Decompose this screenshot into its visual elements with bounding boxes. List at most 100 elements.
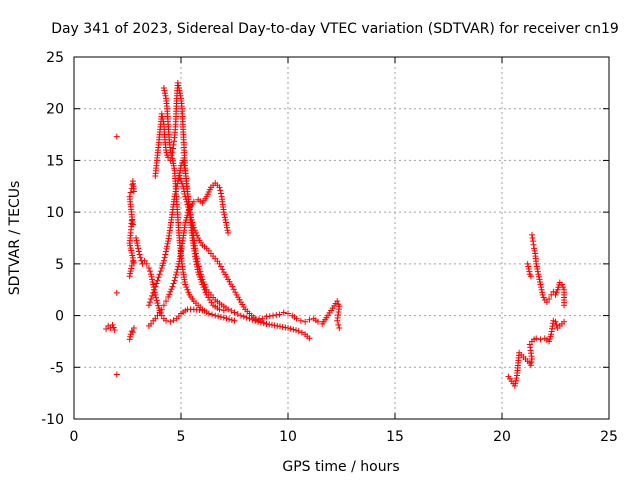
series-arc-d (145, 180, 232, 329)
data-point (167, 318, 174, 325)
data-point (158, 110, 165, 117)
data-point (188, 216, 195, 223)
data-point (193, 253, 200, 260)
data-point (202, 284, 209, 291)
data-point (561, 318, 568, 325)
data-point (149, 278, 156, 285)
data-point (158, 306, 165, 313)
data-point (538, 284, 545, 291)
data-point (162, 92, 169, 99)
data-point (157, 309, 164, 316)
data-point (149, 276, 156, 283)
data-point (263, 320, 270, 327)
data-point (526, 341, 533, 348)
data-point (155, 274, 162, 281)
data-point (228, 316, 235, 323)
y-tick-label: 10 (46, 205, 64, 221)
y-tick-label: -5 (50, 360, 64, 376)
data-point (537, 281, 544, 288)
data-point (197, 271, 204, 278)
data-point (156, 271, 163, 278)
data-point (107, 324, 114, 331)
data-point (164, 243, 171, 250)
data-point (217, 263, 224, 270)
data-point (127, 189, 134, 196)
x-tick-label: 25 (600, 429, 618, 445)
data-point (534, 266, 541, 273)
data-point (128, 262, 135, 269)
y-tick-label: 25 (46, 50, 64, 66)
data-point (550, 288, 557, 295)
data-point (192, 250, 199, 257)
data-point (217, 187, 224, 194)
data-point (181, 188, 188, 195)
data-point (130, 188, 137, 195)
x-tick-label: 15 (386, 429, 404, 445)
data-point (178, 178, 184, 185)
data-point (231, 317, 238, 324)
data-point (231, 309, 238, 316)
data-point (159, 113, 166, 120)
data-point (295, 328, 302, 335)
data-point (130, 324, 137, 331)
data-point (216, 184, 223, 191)
data-point (285, 310, 291, 317)
x-tick-label: 10 (279, 429, 297, 445)
data-point (223, 315, 230, 322)
data-point (127, 270, 134, 277)
data-point (150, 289, 157, 296)
data-point (216, 260, 223, 267)
data-point (187, 214, 194, 221)
data-point (302, 318, 309, 325)
data-point (234, 311, 241, 318)
data-point (546, 296, 553, 303)
data-point (558, 281, 565, 288)
data-point (129, 181, 136, 188)
data-point (260, 319, 267, 326)
data-point (180, 183, 187, 190)
data-point (225, 306, 232, 313)
series-arc-b (126, 178, 137, 343)
data-point (215, 313, 222, 320)
data-point (145, 264, 152, 271)
data-point (152, 283, 159, 290)
data-point (136, 251, 143, 258)
data-point (170, 280, 177, 287)
data-point (185, 206, 192, 213)
data-point (128, 265, 135, 272)
data-point (217, 313, 224, 320)
data-point (221, 214, 228, 221)
data-point (282, 324, 289, 331)
data-point (553, 289, 560, 296)
data-point (306, 316, 313, 323)
data-point (173, 271, 180, 278)
data-point (164, 240, 171, 247)
data-point (199, 276, 206, 283)
data-point (280, 309, 287, 316)
data-point (113, 371, 120, 378)
data-point (528, 231, 535, 238)
data-point (205, 310, 212, 317)
data-point (187, 211, 194, 218)
y-axis-label: SDTVAR / TECUs (7, 181, 23, 296)
data-point (293, 327, 300, 334)
data-point (186, 209, 193, 216)
data-point (314, 318, 321, 325)
data-point (170, 317, 177, 324)
y-tick-label: -10 (41, 412, 64, 428)
data-point (225, 229, 232, 236)
data-point (276, 311, 283, 318)
data-point (160, 85, 167, 92)
data-point (163, 245, 170, 252)
data-point (163, 317, 170, 324)
data-point (194, 258, 201, 265)
data-point (113, 289, 120, 296)
data-point (126, 273, 133, 280)
y-tick-label: 5 (55, 257, 64, 273)
data-point (535, 273, 542, 280)
data-point (224, 224, 231, 231)
data-point (196, 266, 203, 273)
x-tick-label: 5 (177, 429, 186, 445)
data-point (109, 321, 116, 328)
